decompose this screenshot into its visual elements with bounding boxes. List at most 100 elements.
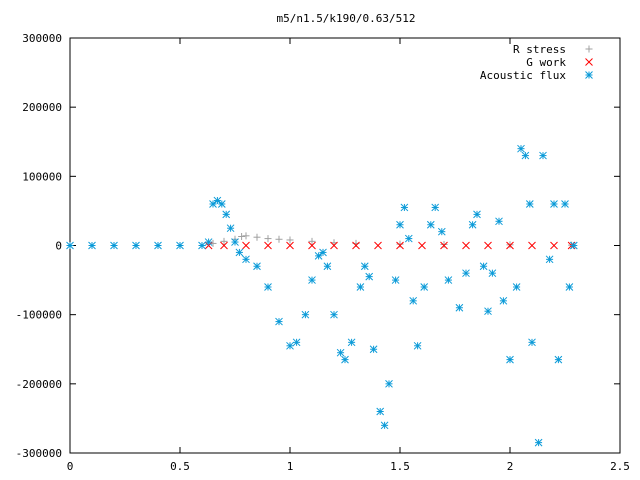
x-tick-label: 0: [67, 460, 74, 473]
data-point: [512, 283, 521, 291]
data-point: [314, 252, 323, 260]
data-point: [420, 283, 429, 291]
data-point: [444, 276, 453, 284]
data-point: [550, 241, 558, 250]
legend-label: G work: [526, 56, 566, 69]
data-point: [308, 241, 316, 250]
data-point: [473, 210, 481, 219]
data-point: [209, 200, 217, 208]
data-point: [352, 241, 360, 250]
y-tick-label: 100000: [22, 170, 62, 183]
data-point: [217, 200, 226, 208]
data-point: [431, 203, 440, 212]
data-point: [400, 203, 409, 212]
data-point: [499, 296, 508, 305]
data-point: [235, 248, 244, 257]
data-point: [231, 238, 239, 246]
data-point: [347, 338, 356, 347]
data-point: [495, 217, 503, 226]
data-point: [323, 262, 332, 271]
legend-label: Acoustic flux: [480, 69, 566, 82]
data-point: [253, 233, 261, 241]
data-point: [264, 235, 272, 243]
data-point: [391, 276, 400, 284]
series-layer: [66, 144, 578, 447]
data-point: [222, 210, 231, 219]
data-point: [301, 310, 310, 319]
legend-item: Acoustic flux: [480, 69, 593, 82]
data-point: [437, 227, 446, 236]
y-tick-label: 0: [55, 240, 62, 253]
data-point: [226, 224, 235, 233]
data-point: [426, 220, 435, 229]
data-point: [154, 241, 162, 250]
legend-label: R stress: [513, 43, 566, 56]
data-point: [374, 241, 382, 250]
data-point: [506, 355, 514, 364]
data-point: [468, 220, 477, 229]
data-point: [369, 345, 378, 354]
legend-item: R stress: [513, 43, 593, 56]
x-tick-label: 2.5: [610, 460, 630, 473]
x-tick-label: 0.5: [170, 460, 190, 473]
data-point: [110, 241, 118, 250]
data-point: [561, 200, 569, 208]
x-tick-label: 1: [287, 460, 294, 473]
data-point: [220, 237, 228, 245]
x-tick-label: 1.5: [390, 460, 410, 473]
data-point: [292, 338, 301, 347]
y-axis: -300000 -200000 -100000 0 100000 200000 300000: [16, 32, 620, 460]
data-point: [286, 236, 294, 244]
legend-marker: [585, 58, 593, 66]
data-point: [409, 296, 418, 305]
data-point: [380, 421, 389, 430]
data-point: [132, 241, 140, 250]
data-point: [360, 262, 369, 271]
y-tick-label: -300000: [16, 447, 62, 460]
data-point: [242, 255, 250, 264]
data-point: [545, 255, 554, 264]
data-point: [440, 240, 448, 248]
data-point: [275, 235, 283, 243]
x-axis: 0 0.5 1 1.5 2 2.5: [67, 38, 630, 473]
data-point: [440, 241, 448, 250]
data-point: [413, 341, 422, 350]
data-point: [462, 269, 470, 278]
legend-item: G work: [526, 56, 593, 69]
data-point: [319, 248, 327, 257]
data-point: [365, 272, 374, 281]
data-point: [264, 241, 272, 250]
data-point: [376, 407, 385, 416]
data-point: [275, 317, 283, 326]
data-point: [484, 307, 492, 316]
data-point: [308, 276, 316, 284]
data-point: [462, 241, 470, 250]
data-point: [534, 438, 543, 447]
data-point: [341, 355, 349, 364]
data-point: [396, 220, 404, 229]
legend-marker: [585, 71, 593, 79]
data-point: [264, 283, 272, 291]
legend-marker: [585, 45, 593, 53]
data-point: [506, 241, 514, 250]
data-point: [88, 241, 96, 250]
series-3: [66, 144, 578, 447]
data-point: [404, 234, 413, 243]
data-point: [521, 151, 530, 160]
y-tick-label: 300000: [22, 32, 62, 45]
data-point: [66, 241, 74, 250]
y-tick-label: 200000: [22, 101, 62, 114]
data-point: [286, 341, 294, 350]
data-point: [286, 241, 294, 250]
data-point: [550, 200, 558, 208]
data-point: [330, 310, 338, 319]
data-point: [330, 241, 338, 250]
y-tick-label: -200000: [16, 378, 62, 391]
data-point: [253, 262, 261, 271]
data-point: [525, 200, 534, 208]
data-point: [554, 355, 563, 364]
data-point: [396, 241, 404, 250]
